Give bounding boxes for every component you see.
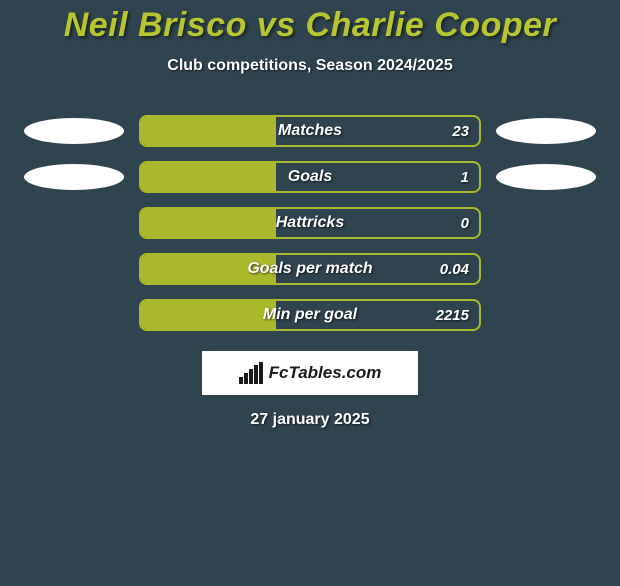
stat-row: Goals1 [0, 161, 620, 193]
stat-value: 2215 [436, 301, 469, 329]
comparison-chart: Matches23 Goals1 Hattricks0 Goals per match… [0, 115, 620, 331]
stat-label: Goals per match [141, 255, 479, 283]
site-logo[interactable]: FcTables.com [202, 351, 418, 395]
stat-value: 0.04 [440, 255, 469, 283]
stat-bar: Matches23 [139, 115, 481, 147]
stat-bar: Min per goal2215 [139, 299, 481, 331]
footer-date: 27 january 2025 [0, 411, 620, 429]
player-ellipse [24, 164, 124, 190]
stat-row: Hattricks0 [0, 207, 620, 239]
page-subtitle: Club competitions, Season 2024/2025 [0, 57, 620, 75]
stat-row: Min per goal2215 [0, 299, 620, 331]
stat-bar: Goals1 [139, 161, 481, 193]
stat-label: Min per goal [141, 301, 479, 329]
player-ellipse [496, 164, 596, 190]
stat-bar: Goals per match0.04 [139, 253, 481, 285]
right-player-marker [481, 164, 611, 190]
stat-value: 1 [461, 163, 469, 191]
stat-label: Matches [141, 117, 479, 145]
stat-label: Hattricks [141, 209, 479, 237]
stat-value: 0 [461, 209, 469, 237]
right-player-marker [481, 118, 611, 144]
chart-icon [239, 362, 263, 384]
stat-label: Goals [141, 163, 479, 191]
logo-text: FcTables.com [269, 363, 382, 383]
stat-bar: Hattricks0 [139, 207, 481, 239]
page-title: Neil Brisco vs Charlie Cooper [0, 6, 620, 45]
left-player-marker [9, 118, 139, 144]
player-ellipse [24, 118, 124, 144]
stat-row: Matches23 [0, 115, 620, 147]
left-player-marker [9, 164, 139, 190]
player-ellipse [496, 118, 596, 144]
stat-value: 23 [452, 117, 469, 145]
stat-row: Goals per match0.04 [0, 253, 620, 285]
